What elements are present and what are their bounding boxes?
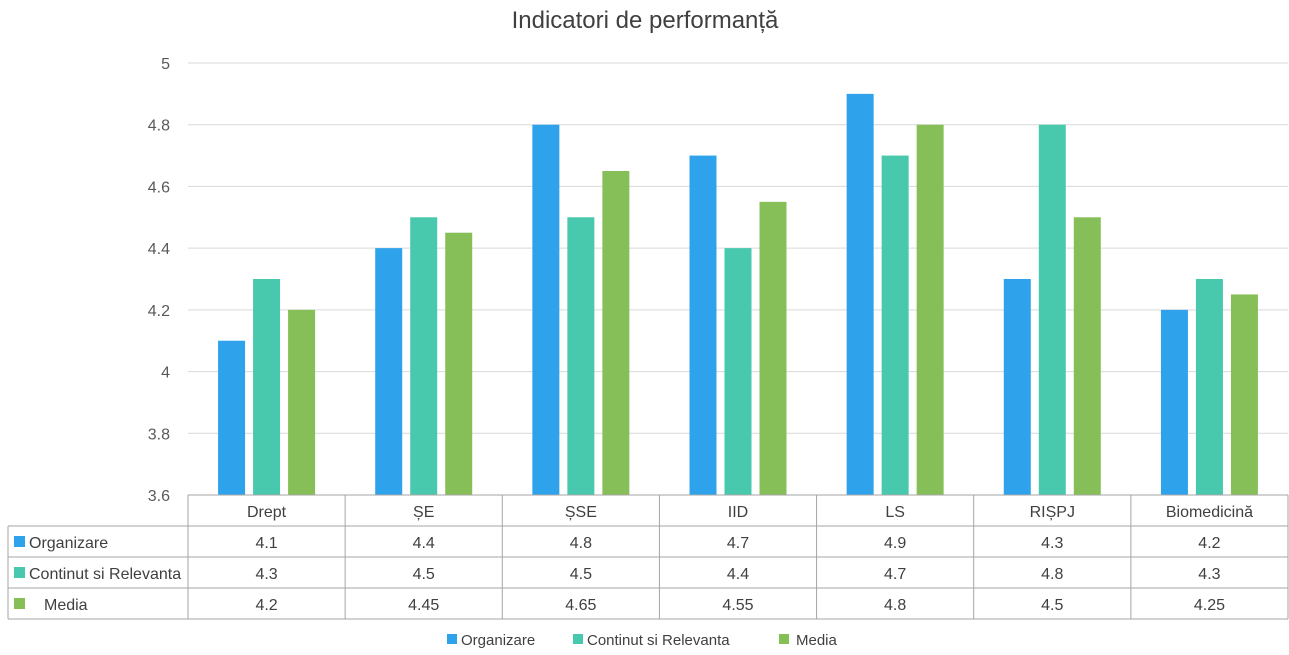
data-table: Drept ȘE ȘSE IID LS RIȘPJ Biomedicină Organizar… xyxy=(7,494,1289,620)
bar xyxy=(1003,279,1031,495)
legend-swatch xyxy=(779,634,789,644)
table-value: 4.8 xyxy=(570,535,592,552)
bar xyxy=(375,248,403,495)
table-value: 4.5 xyxy=(570,566,592,583)
legend: Organizare Continut si Relevanta Media xyxy=(447,632,838,649)
bar xyxy=(410,217,438,496)
table-legend-swatch xyxy=(14,536,25,547)
chart-title: Indicatori de performanță xyxy=(512,7,779,34)
bar xyxy=(218,340,246,495)
y-tick-label: 5 xyxy=(161,56,170,73)
table-value: 4.25 xyxy=(1194,597,1225,614)
x-category-label: RIȘPJ xyxy=(1030,504,1075,521)
bar xyxy=(916,124,944,495)
table-value: 4.8 xyxy=(1041,566,1063,583)
y-axis-tick-labels: 3.6 3.8 4 4.2 4.4 4.6 4.8 5 xyxy=(148,56,170,505)
table-value: 4.1 xyxy=(255,535,277,552)
y-tick-label: 4.2 xyxy=(148,303,170,320)
bar xyxy=(445,232,473,495)
table-value: 4.55 xyxy=(722,597,753,614)
bar xyxy=(1195,279,1223,495)
table-value: 4.4 xyxy=(727,566,749,583)
table-value: 4.7 xyxy=(884,566,906,583)
bar xyxy=(1038,124,1066,495)
bar xyxy=(288,309,316,495)
bar xyxy=(532,124,560,495)
table-series-label: Continut si Relevanta xyxy=(29,566,181,583)
legend-label: Media xyxy=(796,632,838,649)
table-value: 4.3 xyxy=(255,566,277,583)
x-category-label: Drept xyxy=(247,504,287,521)
bar xyxy=(846,93,874,495)
legend-label: Continut si Relevanta xyxy=(587,632,730,649)
x-category-label: ȘE xyxy=(413,504,434,521)
legend-swatch xyxy=(447,634,457,644)
table-value: 4.3 xyxy=(1198,566,1220,583)
table-value: 4.45 xyxy=(408,597,439,614)
x-category-label: ȘSE xyxy=(565,504,597,521)
bar xyxy=(1073,217,1101,496)
bar xyxy=(602,171,630,495)
table-value: 4.65 xyxy=(565,597,596,614)
bar xyxy=(759,201,787,495)
legend-label: Organizare xyxy=(461,632,535,649)
table-value: 4.5 xyxy=(1041,597,1063,614)
bar xyxy=(1160,309,1188,495)
y-tick-label: 4 xyxy=(161,365,170,382)
table-series-label: Media xyxy=(44,597,88,614)
bar xyxy=(724,248,752,495)
table-value: 4.8 xyxy=(884,597,906,614)
table-value: 4.7 xyxy=(727,535,749,552)
y-tick-label: 4.4 xyxy=(148,241,170,258)
y-tick-label: 4.6 xyxy=(148,179,170,196)
legend-swatch xyxy=(573,634,583,644)
x-category-label: LS xyxy=(885,504,905,521)
bar xyxy=(567,217,595,496)
y-tick-label: 3.6 xyxy=(148,488,170,505)
table-legend-swatch xyxy=(14,567,25,578)
bar xyxy=(881,155,909,496)
table-value: 4.3 xyxy=(1041,535,1063,552)
table-value: 4.4 xyxy=(413,535,435,552)
table-legend-swatch xyxy=(14,598,25,609)
bar xyxy=(1230,294,1258,495)
bar-series xyxy=(218,93,1258,496)
x-category-label: Biomedicină xyxy=(1166,504,1253,521)
x-category-label: IID xyxy=(728,504,748,521)
table-value: 4.2 xyxy=(255,597,277,614)
bar xyxy=(253,279,281,495)
table-value: 4.5 xyxy=(413,566,435,583)
y-tick-label: 4.8 xyxy=(148,118,170,135)
table-value: 4.2 xyxy=(1198,535,1220,552)
y-tick-label: 3.8 xyxy=(148,426,170,443)
table-value: 4.9 xyxy=(884,535,906,552)
bar xyxy=(689,155,717,496)
table-series-label: Organizare xyxy=(29,535,108,552)
